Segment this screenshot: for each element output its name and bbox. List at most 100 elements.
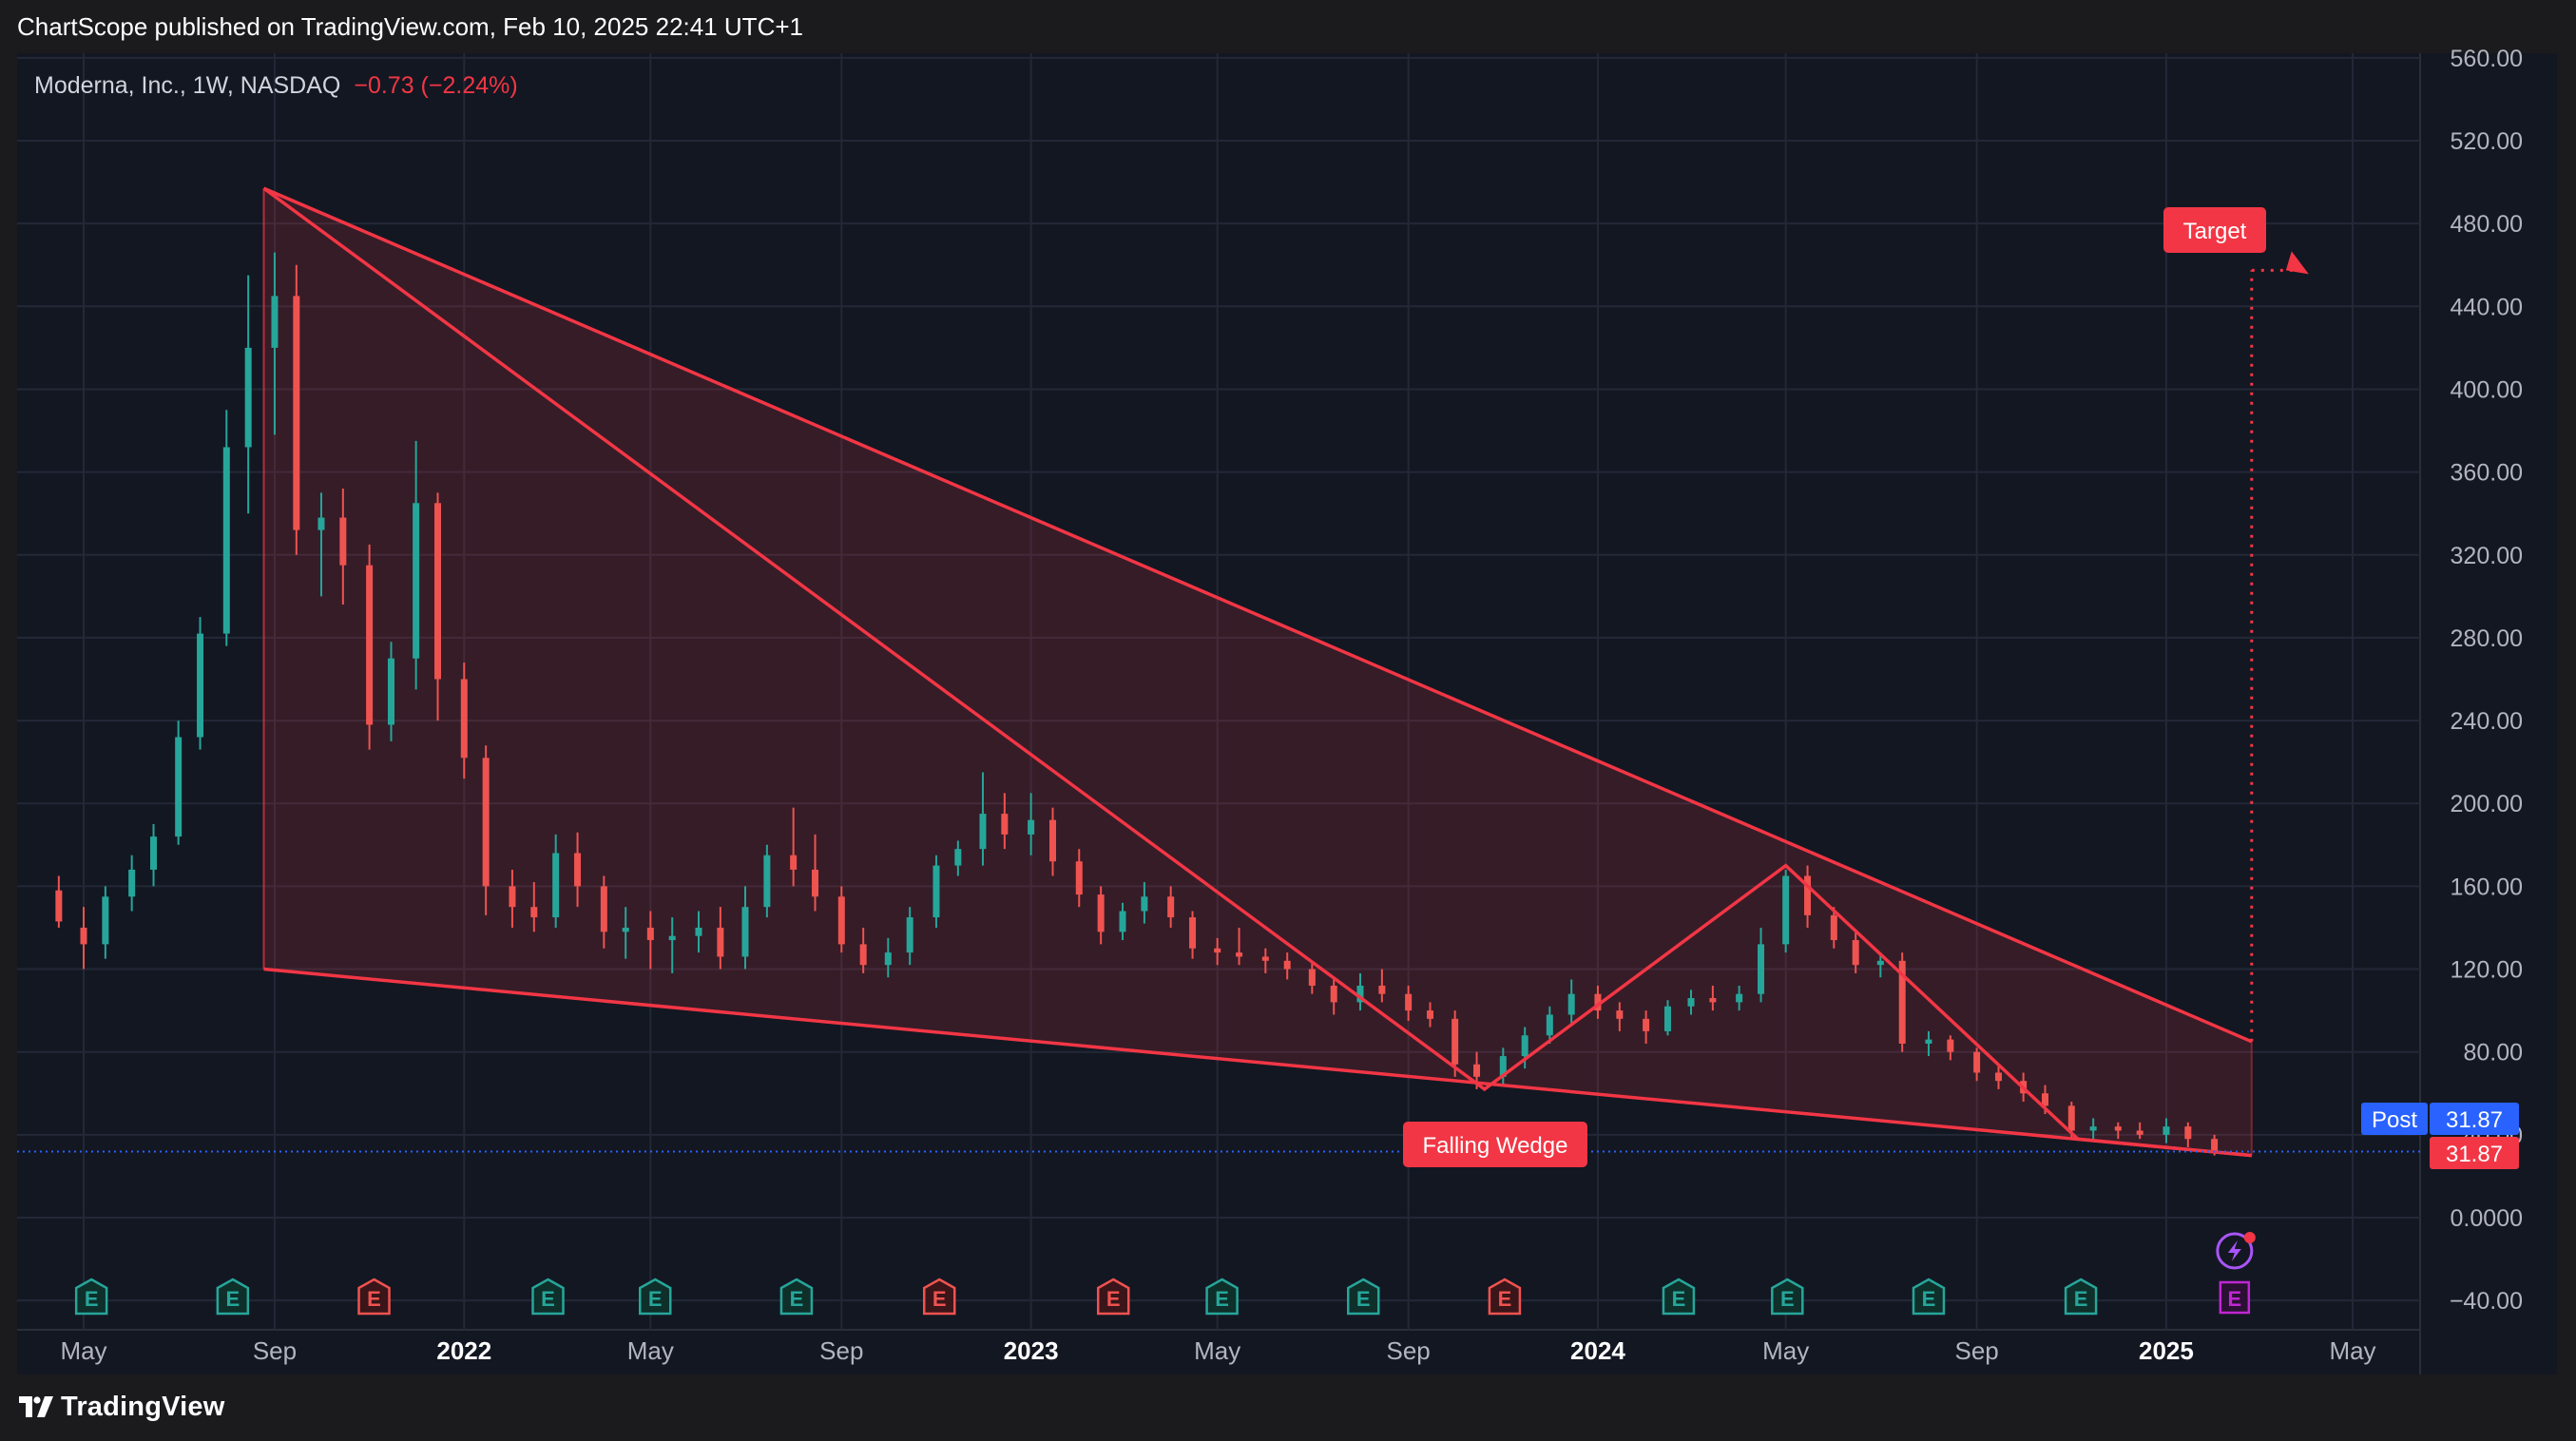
earnings-letter: E (790, 1287, 804, 1311)
candle-body (1546, 1014, 1553, 1036)
candle-body (2067, 1105, 2075, 1131)
x-tick-label: May (1194, 1336, 1240, 1365)
candle-body (293, 296, 300, 530)
earnings-marker[interactable] (74, 1278, 108, 1316)
y-tick-label: 440.00 (2451, 294, 2523, 320)
candle-body (790, 855, 798, 870)
earnings-letter: E (85, 1287, 99, 1311)
candle-body (2089, 1126, 2097, 1131)
candle-body (695, 927, 702, 936)
candle-body (1852, 940, 1859, 966)
wedge-lower-line[interactable] (263, 967, 2252, 1158)
earnings-marker[interactable] (357, 1278, 391, 1316)
earnings-marker[interactable] (779, 1278, 814, 1316)
y-tick-label: 200.00 (2451, 791, 2523, 817)
close-price: 31.87 (2446, 1142, 2503, 1167)
candle-body (2042, 1093, 2049, 1106)
candle-body (2211, 1139, 2219, 1152)
candle-body (1283, 960, 1291, 970)
candle-body (1973, 1051, 1981, 1073)
candle-body (837, 896, 845, 945)
post-price: 31.87 (2446, 1107, 2503, 1133)
candle-body (150, 836, 158, 870)
candle-body (1643, 1018, 1650, 1031)
y-tick-label: 160.00 (2451, 874, 2523, 900)
candle-body (197, 633, 204, 738)
candle-body (1097, 894, 1105, 932)
candle-body (2136, 1130, 2143, 1135)
earnings-marker[interactable] (638, 1278, 672, 1316)
candle-body (2184, 1126, 2192, 1140)
candle-body (954, 849, 962, 866)
earnings-marker[interactable] (1488, 1278, 1522, 1316)
earnings-marker[interactable] (1912, 1278, 1946, 1316)
earnings-letter: E (226, 1287, 240, 1311)
publish-text: ChartScope published on TradingView.com,… (17, 12, 803, 41)
earnings-letter: E (1672, 1287, 1686, 1311)
earnings-marker[interactable] (1205, 1278, 1239, 1316)
x-tick-label: Sep (253, 1336, 297, 1365)
candle-body (1736, 993, 1743, 1003)
tradingview-logo[interactable]: TradingView (19, 1386, 225, 1428)
candle-body (1521, 1035, 1528, 1057)
plot-area[interactable] (17, 53, 2420, 1374)
candle-body (434, 503, 442, 680)
candle-body (1594, 993, 1602, 1011)
candle-body (859, 944, 867, 966)
earnings-marker[interactable] (531, 1278, 565, 1316)
candle-body (668, 935, 676, 941)
candle-body (1001, 814, 1009, 835)
earnings-marker[interactable] (216, 1278, 250, 1316)
candle-body (1214, 948, 1221, 953)
earnings-marker[interactable] (1347, 1278, 1380, 1316)
candle-body (387, 658, 394, 725)
earnings-letter: E (1215, 1287, 1229, 1311)
candle-body (622, 927, 629, 932)
earnings-letter: E (648, 1287, 663, 1311)
falling-wedge-label: Falling Wedge (1423, 1133, 1568, 1159)
y-tick-label: 360.00 (2451, 460, 2523, 487)
candle-body (1405, 993, 1413, 1011)
earnings-marker[interactable] (2219, 1280, 2251, 1315)
x-tick-label: May (60, 1336, 106, 1365)
publish-header: ChartScope published on TradingView.com,… (0, 0, 2576, 53)
candle-body (574, 853, 582, 887)
post-tag: Post (2372, 1107, 2417, 1133)
candle-body (1141, 896, 1148, 912)
y-tick-label: 280.00 (2451, 625, 2523, 652)
candle-body (646, 927, 654, 941)
candle-body (460, 679, 468, 759)
post-price-bg (2430, 1103, 2519, 1135)
earnings-marker[interactable] (1771, 1278, 1804, 1316)
candle-body (1663, 1006, 1671, 1031)
candle-body (271, 296, 279, 348)
earnings-marker[interactable] (922, 1278, 956, 1316)
falling-wedge-label-bg[interactable] (1403, 1122, 1587, 1167)
candle-body (482, 758, 490, 887)
earnings-letter: E (932, 1287, 947, 1311)
candle-body (1994, 1072, 2002, 1082)
candle-body (1616, 1010, 1624, 1019)
x-tick-label: May (627, 1336, 674, 1365)
y-tick-label: −40.00 (2450, 1288, 2523, 1315)
wedge-zigzag[interactable] (262, 186, 2252, 1158)
candle-body (1473, 1064, 1481, 1077)
x-tick-label: Sep (1954, 1336, 1998, 1365)
symbol-change: −0.73 (−2.24%) (354, 72, 517, 99)
candle-body (1876, 960, 1884, 966)
candle-body (1236, 952, 1243, 957)
candle-body (102, 896, 109, 945)
wedge-upper-line[interactable] (262, 186, 2253, 1044)
earnings-marker[interactable] (1096, 1278, 1130, 1316)
earnings-letter: E (1356, 1287, 1371, 1311)
earnings-marker[interactable] (2064, 1278, 2098, 1316)
target-label-bg[interactable] (2163, 207, 2266, 253)
earnings-marker[interactable] (1662, 1278, 1696, 1316)
symbol-name: Moderna, Inc., 1W, NASDAQ (34, 72, 340, 99)
y-tick-label: 400.00 (2451, 376, 2523, 403)
candle-body (2114, 1126, 2122, 1131)
earnings-letter: E (541, 1287, 555, 1311)
brand-text: TradingView (61, 1391, 225, 1422)
flash-icon[interactable] (2216, 1232, 2254, 1270)
